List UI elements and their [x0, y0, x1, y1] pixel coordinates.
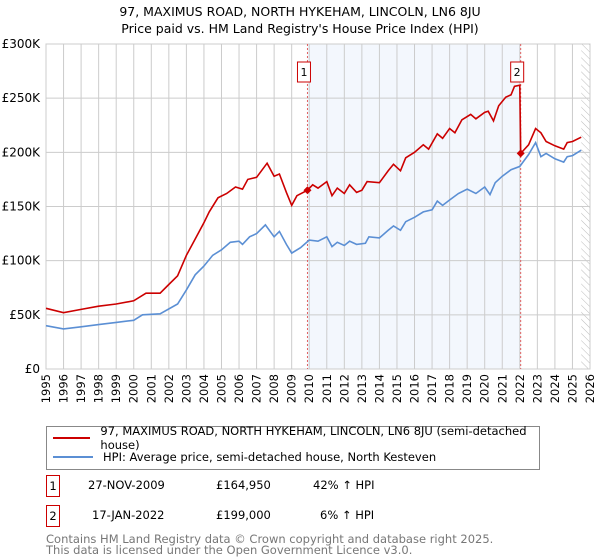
x-tick-label: 1997 — [74, 374, 88, 403]
chart-title: 97, MAXIMUS ROAD, NORTH HYKEHAM, LINCOLN… — [119, 4, 481, 19]
x-tick-label: 2025 — [565, 374, 579, 403]
x-tick-label: 2006 — [232, 374, 246, 403]
x-tick-label: 2015 — [390, 374, 404, 403]
price-paid-line — [45, 84, 582, 314]
x-tick-label: 2013 — [355, 374, 369, 403]
sale-label-number: 2 — [514, 66, 521, 79]
sale-hpi-diff: 6% ↑ HPI — [320, 508, 375, 522]
sale-point-diamond — [516, 149, 525, 158]
y-tick-label: £200K — [2, 145, 42, 159]
blue-line-swatch — [53, 456, 93, 458]
sale-label-box — [510, 61, 525, 83]
sale-row: 1 27-NOV-2009 £164,950 42% ↑ HPI — [46, 475, 546, 497]
legend-label-property: 97, MAXIMUS ROAD, NORTH HYKEHAM, LINCOLN… — [100, 424, 527, 452]
plot-frame — [45, 43, 591, 370]
price-chart: 1995 1996 1997 1998 1999 2000 2001 2002 2003 2004… — [2, 37, 597, 403]
sale-marker-badge: 2 — [46, 505, 60, 527]
sale-marker-badge: 1 — [46, 475, 60, 497]
y-tick-label: £100K — [2, 254, 42, 268]
x-tick-label: 2024 — [548, 374, 562, 403]
x-tick-label: 2000 — [127, 374, 141, 403]
x-tick-label: 2009 — [285, 374, 299, 403]
x-tick-label: 1995 — [39, 374, 53, 403]
y-tick-label: £300K — [2, 37, 42, 51]
x-tick-label: 1996 — [57, 374, 71, 403]
x-tick-label: 2019 — [460, 374, 474, 403]
footer-licence: This data is licensed under the Open Gov… — [46, 543, 413, 557]
x-tick-label: 2004 — [197, 374, 211, 403]
x-tick-label: 2026 — [583, 374, 597, 403]
sale-point-diamond — [303, 186, 312, 195]
x-tick-label: 2001 — [144, 374, 158, 403]
sale-price: £199,000 — [216, 508, 271, 522]
hpi-line — [45, 140, 582, 330]
x-tick-label: 2010 — [302, 374, 316, 403]
footer-copyright: Contains HM Land Registry data © Crown c… — [46, 532, 494, 546]
legend: 97, MAXIMUS ROAD, NORTH HYKEHAM, LINCOLN… — [46, 424, 540, 470]
red-line-swatch — [53, 437, 91, 439]
x-tick-label: 2003 — [179, 374, 193, 403]
y-tick-label: £250K — [2, 91, 42, 105]
sale-row: 2 17-JAN-2022 £199,000 6% ↑ HPI — [46, 505, 546, 527]
sale-date: 17-JAN-2022 — [92, 508, 165, 522]
x-tick-label: 2017 — [425, 374, 439, 403]
x-tick-label: 2016 — [408, 374, 422, 403]
sale-price: £164,950 — [216, 478, 271, 492]
sale-date: 27-NOV-2009 — [88, 478, 165, 492]
x-tick-label: 1998 — [92, 374, 106, 403]
sale-label-number: 1 — [300, 66, 307, 79]
x-tick-label: 2012 — [337, 374, 351, 403]
legend-label-hpi: HPI: Average price, semi-detached house,… — [103, 450, 437, 464]
x-tick-label: 2022 — [513, 374, 527, 403]
sale-hpi-diff: 42% ↑ HPI — [313, 478, 375, 492]
sale-label-box — [296, 61, 311, 83]
x-tick-label: 2005 — [214, 374, 228, 403]
x-tick-label: 2002 — [162, 374, 176, 403]
chart-subtitle: Price paid vs. HM Land Registry's House … — [121, 21, 479, 36]
x-tick-label: 2020 — [478, 374, 492, 403]
y-tick-label: £150K — [2, 200, 42, 214]
y-tick-label: £50K — [9, 308, 41, 322]
x-tick-label: 2008 — [267, 374, 281, 403]
legend-item-property: 97, MAXIMUS ROAD, NORTH HYKEHAM, LINCOLN… — [53, 424, 539, 452]
x-tick-label: 2011 — [320, 374, 334, 403]
x-tick-label: 2007 — [250, 374, 264, 403]
x-tick-label: 2021 — [495, 374, 509, 403]
x-tick-label: 2023 — [530, 374, 544, 403]
legend-item-hpi: HPI: Average price, semi-detached house,… — [53, 448, 436, 466]
x-tick-label: 2014 — [372, 374, 386, 403]
x-tick-label: 1999 — [109, 374, 123, 403]
y-tick-label: £0 — [25, 362, 40, 376]
x-tick-label: 2018 — [443, 374, 457, 403]
